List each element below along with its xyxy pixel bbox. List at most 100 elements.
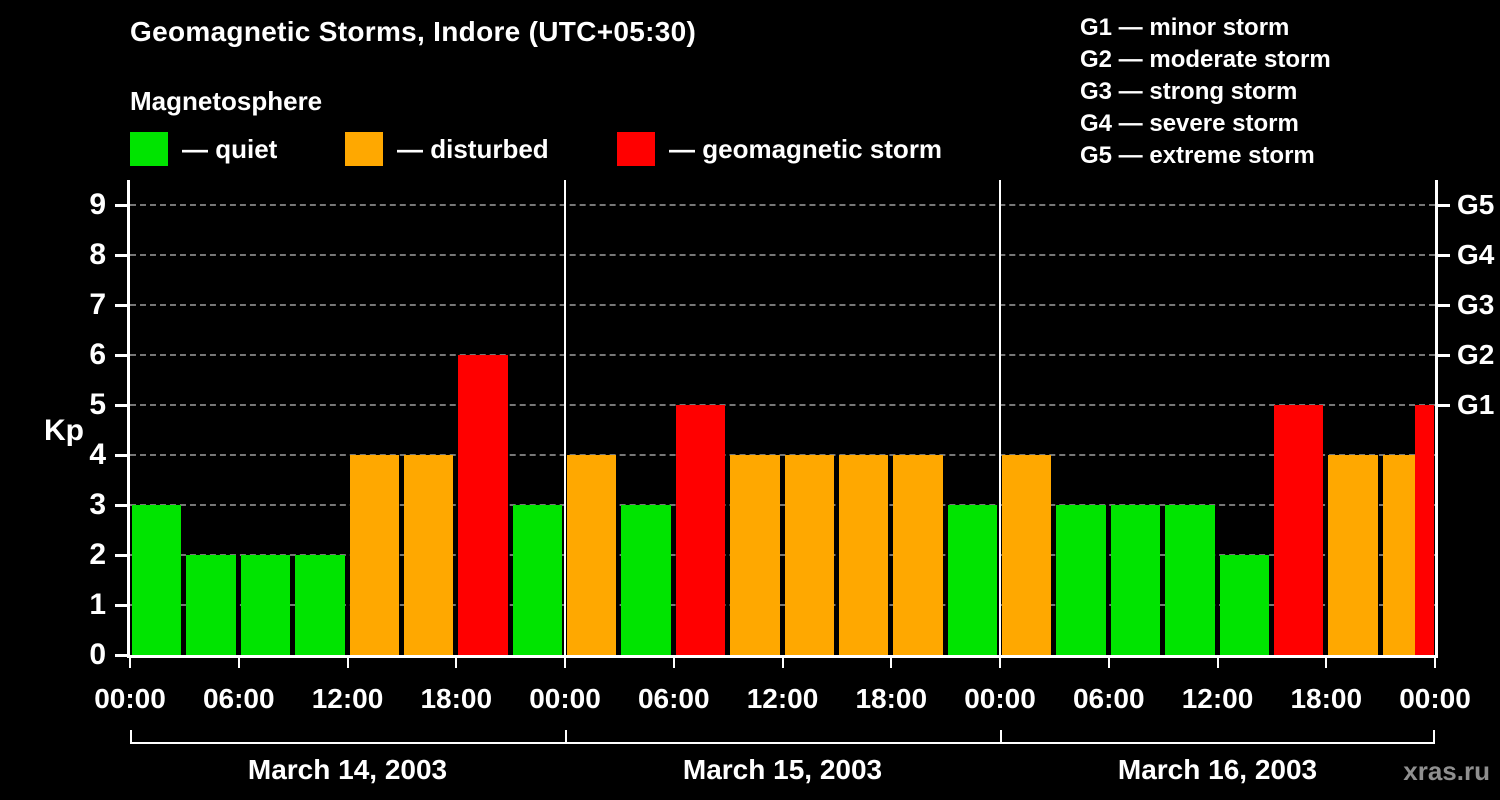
x-axis-line bbox=[127, 655, 1438, 658]
kp-bar bbox=[947, 505, 997, 655]
x-tick-label: 12:00 bbox=[311, 683, 384, 714]
x-axis-tick bbox=[564, 658, 566, 668]
day-bracket-tick bbox=[565, 730, 567, 744]
x-axis-tick bbox=[1107, 658, 1110, 668]
g-scale-label: G2 bbox=[1457, 339, 1495, 370]
kp-bar bbox=[458, 355, 508, 655]
kp-bar bbox=[1219, 555, 1269, 655]
day-bracket-tick bbox=[1000, 730, 1002, 744]
y-axis-tick bbox=[115, 654, 127, 657]
x-tick-label: 06:00 bbox=[1072, 683, 1145, 714]
gridline bbox=[130, 504, 1435, 506]
kp-bar bbox=[675, 405, 726, 655]
x-axis-tick bbox=[781, 658, 784, 668]
kp-bar bbox=[1165, 505, 1215, 655]
y-axis-tick bbox=[115, 204, 127, 207]
day-separator-line bbox=[564, 180, 566, 655]
y-tick-label: 5 bbox=[89, 388, 106, 421]
storm-scale-item: G2 — moderate storm bbox=[1080, 46, 1331, 73]
x-axis-tick bbox=[1434, 658, 1436, 668]
legend-label: — geomagnetic storm bbox=[669, 133, 943, 164]
y-tick-label: 4 bbox=[89, 438, 106, 471]
day-label: March 15, 2003 bbox=[682, 754, 883, 785]
kp-bar bbox=[567, 455, 617, 655]
gridline bbox=[130, 604, 1435, 606]
storm-scale-item: G5 — extreme storm bbox=[1080, 142, 1315, 169]
kp-bar bbox=[403, 455, 454, 655]
x-axis-tick bbox=[455, 658, 458, 668]
x-tick-label: 18:00 bbox=[420, 683, 493, 714]
gridline bbox=[130, 354, 1435, 356]
y-tick-label: 3 bbox=[89, 488, 106, 521]
g-axis-tick bbox=[1438, 204, 1450, 207]
kp-bar bbox=[1056, 505, 1106, 655]
g-scale-label: G4 bbox=[1457, 239, 1495, 270]
y-tick-label: 0 bbox=[89, 638, 106, 671]
x-tick-label: 00:00 bbox=[529, 683, 601, 714]
legend-label: — quiet bbox=[182, 133, 278, 164]
x-axis-tick bbox=[999, 658, 1001, 668]
y-tick-label: 2 bbox=[89, 538, 106, 571]
chart-subtitle: Magnetosphere bbox=[130, 86, 323, 116]
y-tick-label: 6 bbox=[89, 338, 106, 371]
kp-bar bbox=[1002, 455, 1052, 655]
x-tick-label: 00:00 bbox=[964, 683, 1036, 714]
y-axis-tick bbox=[115, 454, 127, 457]
g-axis-tick bbox=[1438, 304, 1450, 307]
y-axis-tick bbox=[115, 304, 127, 307]
kp-bar bbox=[512, 505, 562, 655]
y-axis-tick bbox=[115, 504, 127, 507]
y-axis-tick bbox=[115, 604, 127, 607]
chart-title: Geomagnetic Storms, Indore (UTC+05:30) bbox=[130, 16, 697, 47]
g-axis-tick bbox=[1438, 254, 1450, 257]
x-axis-tick bbox=[1216, 658, 1219, 668]
day-label: March 16, 2003 bbox=[1117, 754, 1318, 785]
y-axis-title: Kp bbox=[44, 414, 84, 447]
kp-bar bbox=[621, 505, 671, 655]
storm-scale-item: G1 — minor storm bbox=[1080, 14, 1290, 41]
x-tick-label: 12:00 bbox=[746, 683, 819, 714]
kp-bar bbox=[186, 555, 236, 655]
right-axis-line bbox=[1435, 180, 1438, 658]
g-scale-label: G3 bbox=[1457, 289, 1495, 320]
y-axis-tick bbox=[115, 354, 127, 357]
gridline bbox=[130, 554, 1435, 556]
x-axis-tick bbox=[672, 658, 675, 668]
x-tick-label: 18:00 bbox=[1290, 683, 1363, 714]
x-tick-label: 06:00 bbox=[202, 683, 275, 714]
g-scale-label: G5 bbox=[1457, 189, 1495, 220]
x-axis-tick bbox=[1325, 658, 1328, 668]
kp-bar bbox=[730, 455, 780, 655]
gridline bbox=[130, 454, 1435, 456]
kp-bar bbox=[893, 455, 943, 655]
g-scale-label: G1 bbox=[1457, 389, 1495, 420]
x-axis-tick bbox=[237, 658, 240, 668]
x-tick-label: 00:00 bbox=[1399, 683, 1471, 714]
legend-item-quiet: — quiet bbox=[130, 130, 277, 168]
x-tick-label: 18:00 bbox=[855, 683, 928, 714]
gridline bbox=[130, 254, 1435, 256]
kp-bar bbox=[240, 555, 291, 655]
y-axis-line bbox=[127, 180, 130, 658]
gridline bbox=[130, 404, 1435, 406]
x-axis-tick bbox=[346, 658, 349, 668]
y-axis-tick bbox=[115, 254, 127, 257]
day-bracket-line bbox=[130, 742, 1435, 744]
storm-scale-item: G3 — strong storm bbox=[1080, 78, 1298, 105]
partial-kp-bar bbox=[1415, 405, 1434, 655]
kp-bar bbox=[1328, 455, 1378, 655]
x-axis-tick bbox=[129, 658, 131, 668]
y-tick-label: 1 bbox=[89, 588, 106, 621]
x-tick-label: 12:00 bbox=[1181, 683, 1254, 714]
x-tick-label: 06:00 bbox=[637, 683, 710, 714]
x-axis-tick bbox=[890, 658, 893, 668]
day-separator-line bbox=[999, 180, 1001, 655]
kp-bar bbox=[838, 455, 889, 655]
y-axis-tick bbox=[115, 554, 127, 557]
kp-bar bbox=[295, 555, 345, 655]
y-tick-label: 9 bbox=[89, 188, 106, 221]
kp-bar bbox=[784, 455, 834, 655]
watermark: xras.ru bbox=[1403, 756, 1490, 786]
gridline bbox=[130, 304, 1435, 306]
